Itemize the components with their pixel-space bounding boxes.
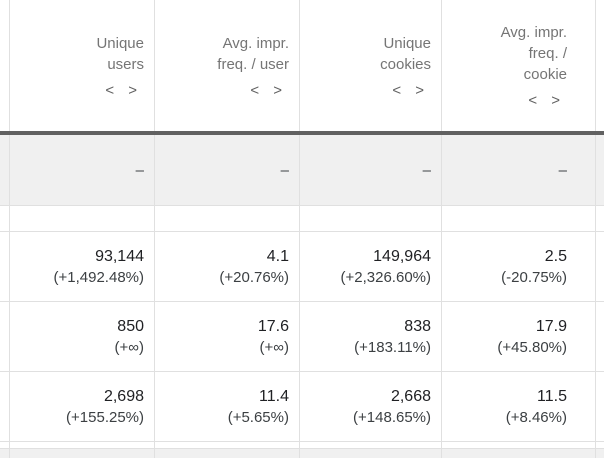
left-edge-partial-cell <box>0 232 10 301</box>
metric-value: 17.9 <box>535 317 567 335</box>
empty-cell <box>155 449 300 458</box>
empty-cell <box>596 206 604 231</box>
metric-change: (+5.65%) <box>227 408 289 426</box>
column-header-avg-impr-freq-user[interactable]: Avg. impr. freq. / user < > <box>155 0 300 131</box>
table-row: 850 (+∞) 17.6 (+∞) 838 (+183.11%) 17.9 (… <box>0 302 604 372</box>
spacer-row <box>0 206 604 232</box>
cell-avg-impr-freq-cookie: 2.5 (-20.75%) <box>442 232 596 301</box>
right-edge-partial-cell <box>596 135 604 205</box>
column-header-label: Unique cookies <box>380 34 431 73</box>
cell-unique-cookies: 2,668 (+148.65%) <box>300 372 442 441</box>
metric-change: (+45.80%) <box>497 338 567 356</box>
summary-cell-unique-users: – <box>10 135 155 205</box>
summary-cell-avg-impr-freq-user: – <box>155 135 300 205</box>
right-edge-partial-cell <box>596 372 604 441</box>
metric-change: (+155.25%) <box>66 408 144 426</box>
metric-change: (+1,492.48%) <box>53 268 144 286</box>
left-edge-partial-cell <box>0 302 10 371</box>
summary-row: – – – – <box>0 135 604 206</box>
table-header-row: Unique users < > Avg. impr. freq. / user… <box>0 0 604 135</box>
clipped-summary-row <box>0 448 604 458</box>
cell-avg-impr-freq-cookie: 11.5 (+8.46%) <box>442 372 596 441</box>
summary-cell-unique-cookies: – <box>300 135 442 205</box>
column-move-icon[interactable]: < > <box>392 81 429 99</box>
empty-cell <box>0 206 10 231</box>
column-move-icon[interactable]: < > <box>105 81 142 99</box>
metric-change: (+2,326.60%) <box>340 268 431 286</box>
row-gap <box>0 442 604 448</box>
metric-value: 838 <box>404 317 431 335</box>
column-header-avg-impr-freq-cookie[interactable]: Avg. impr. freq. / cookie < > <box>442 0 596 131</box>
right-edge-partial-cell <box>596 302 604 371</box>
empty-cell <box>10 206 155 231</box>
summary-dash: – <box>135 161 144 179</box>
summary-dash: – <box>280 161 289 179</box>
cell-unique-users: 93,144 (+1,492.48%) <box>10 232 155 301</box>
left-edge-partial-cell <box>0 0 10 131</box>
cell-unique-users: 2,698 (+155.25%) <box>10 372 155 441</box>
metric-value: 2,668 <box>390 387 431 405</box>
metric-value: 149,964 <box>373 247 431 265</box>
metric-value: 17.6 <box>257 317 289 335</box>
empty-cell <box>596 449 604 458</box>
empty-cell <box>0 442 10 448</box>
left-edge-partial-cell <box>0 135 10 205</box>
metric-value: 93,144 <box>95 247 144 265</box>
cell-unique-cookies: 149,964 (+2,326.60%) <box>300 232 442 301</box>
empty-cell <box>442 449 596 458</box>
empty-cell <box>300 449 442 458</box>
metric-change: (+∞) <box>114 338 144 356</box>
empty-cell <box>10 449 155 458</box>
empty-cell <box>155 442 300 448</box>
summary-cell-avg-impr-freq-cookie: – <box>442 135 596 205</box>
metric-value: 4.1 <box>266 247 289 265</box>
column-move-icon[interactable]: < > <box>528 92 565 109</box>
cell-avg-impr-freq-user: 17.6 (+∞) <box>155 302 300 371</box>
metric-value: 11.4 <box>259 387 289 405</box>
empty-cell <box>596 442 604 448</box>
empty-cell <box>10 442 155 448</box>
empty-cell <box>442 206 596 231</box>
column-move-icon[interactable]: < > <box>250 81 287 99</box>
empty-cell <box>300 206 442 231</box>
empty-cell <box>300 442 442 448</box>
cell-avg-impr-freq-user: 11.4 (+5.65%) <box>155 372 300 441</box>
column-header-label: Avg. impr. freq. / cookie <box>500 24 567 83</box>
metric-value: 11.5 <box>537 387 567 405</box>
metric-change: (+20.76%) <box>219 268 289 286</box>
metric-change: (-20.75%) <box>501 268 567 286</box>
metric-value: 850 <box>117 317 144 335</box>
empty-cell <box>0 449 10 458</box>
left-edge-partial-cell <box>0 372 10 441</box>
table-row: 2,698 (+155.25%) 11.4 (+5.65%) 2,668 (+1… <box>0 372 604 442</box>
metric-value: 2.5 <box>544 247 567 265</box>
cell-unique-cookies: 838 (+183.11%) <box>300 302 442 371</box>
empty-cell <box>155 206 300 231</box>
metric-value: 2,698 <box>103 387 144 405</box>
right-edge-partial-cell <box>596 0 604 131</box>
metric-change: (+148.65%) <box>353 408 431 426</box>
cell-avg-impr-freq-user: 4.1 (+20.76%) <box>155 232 300 301</box>
summary-dash: – <box>422 161 431 179</box>
column-header-label: Avg. impr. freq. / user <box>217 34 289 73</box>
table-row: 93,144 (+1,492.48%) 4.1 (+20.76%) 149,96… <box>0 232 604 302</box>
column-header-unique-cookies[interactable]: Unique cookies < > <box>300 0 442 131</box>
cell-unique-users: 850 (+∞) <box>10 302 155 371</box>
metric-change: (+∞) <box>259 338 289 356</box>
summary-dash: – <box>558 161 567 179</box>
right-edge-partial-cell <box>596 232 604 301</box>
cell-avg-impr-freq-cookie: 17.9 (+45.80%) <box>442 302 596 371</box>
metric-change: (+183.11%) <box>354 338 431 356</box>
metric-change: (+8.46%) <box>505 408 567 426</box>
empty-cell <box>442 442 596 448</box>
column-header-unique-users[interactable]: Unique users < > <box>10 0 155 131</box>
column-header-label: Unique users <box>96 34 144 73</box>
